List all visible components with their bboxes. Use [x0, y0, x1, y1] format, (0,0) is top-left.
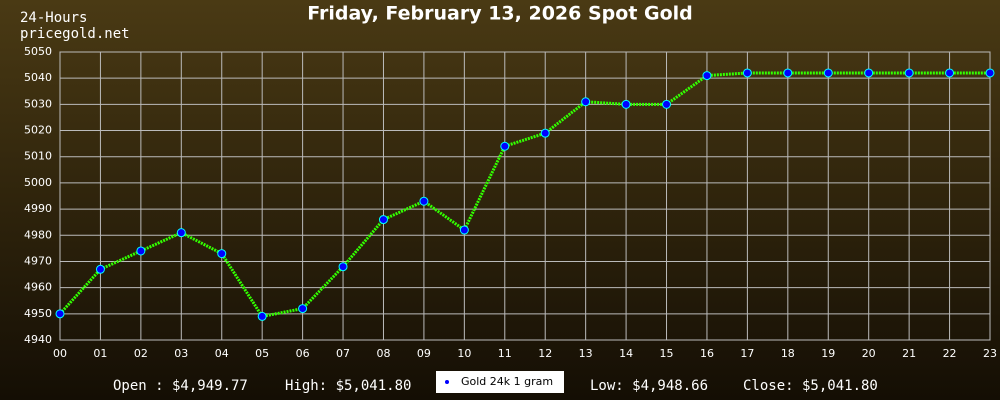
y-tick-label: 5010 [24, 150, 52, 163]
x-tick-label: 12 [538, 347, 552, 360]
x-tick-label: 23 [983, 347, 997, 360]
y-tick-label: 4980 [24, 228, 52, 241]
x-tick-label: 05 [255, 347, 269, 360]
x-tick-label: 03 [174, 347, 188, 360]
x-tick-label: 08 [376, 347, 390, 360]
data-point [217, 249, 227, 259]
stat-label: Low: $4,948.66 [590, 378, 708, 394]
y-tick-label: 5030 [24, 97, 52, 110]
data-point [702, 71, 712, 81]
data-point [419, 196, 429, 206]
x-tick-label: 00 [53, 347, 67, 360]
y-tick-label: 5050 [24, 45, 52, 58]
stat-label: High: $5,041.80 [285, 378, 411, 394]
data-point [945, 68, 955, 78]
chart-title: Friday, February 13, 2026 Spot Gold [307, 3, 693, 25]
data-point [257, 311, 267, 321]
stat-label: Close: $5,041.80 [743, 378, 878, 394]
series-line [58, 71, 990, 319]
data-point [540, 128, 550, 138]
header-label: 24-Hours [20, 10, 87, 26]
y-tick-label: 4970 [24, 254, 52, 267]
data-point [985, 68, 995, 78]
data-point [298, 304, 308, 314]
x-tick-label: 15 [660, 347, 674, 360]
x-tick-label: 09 [417, 347, 431, 360]
x-tick-label: 20 [862, 347, 876, 360]
x-tick-label: 11 [498, 347, 512, 360]
data-point [95, 264, 105, 274]
data-point [581, 97, 591, 107]
x-tick-label: 19 [821, 347, 835, 360]
y-tick-label: 4960 [24, 281, 52, 294]
data-point [459, 225, 469, 235]
legend-label: Gold 24k 1 gram [461, 375, 553, 388]
data-point [176, 228, 186, 238]
data-point [904, 68, 914, 78]
x-tick-label: 04 [215, 347, 229, 360]
y-tick-label: 5000 [24, 176, 52, 189]
data-point [864, 68, 874, 78]
x-tick-label: 21 [902, 347, 916, 360]
x-tick-label: 01 [93, 347, 107, 360]
x-tick-label: 18 [781, 347, 795, 360]
x-tick-label: 13 [579, 347, 593, 360]
y-tick-label: 4940 [24, 333, 52, 346]
data-point [783, 68, 793, 78]
data-point [621, 99, 631, 109]
y-tick-label: 4950 [24, 307, 52, 320]
x-tick-label: 14 [619, 347, 633, 360]
data-point [338, 262, 348, 272]
x-tick-label: 06 [296, 347, 310, 360]
x-tick-label: 02 [134, 347, 148, 360]
legend-marker [445, 380, 449, 384]
x-tick-label: 10 [457, 347, 471, 360]
stat-label: Open : $4,949.77 [113, 378, 248, 394]
data-point [662, 99, 672, 109]
header-label: pricegold.net [20, 26, 130, 42]
y-tick-label: 4990 [24, 202, 52, 215]
legend-box [436, 371, 564, 393]
x-tick-label: 16 [700, 347, 714, 360]
data-point [378, 215, 388, 225]
data-point [823, 68, 833, 78]
data-point [500, 141, 510, 151]
y-tick-label: 5020 [24, 124, 52, 137]
data-point [136, 246, 146, 256]
x-tick-label: 22 [943, 347, 957, 360]
data-point [742, 68, 752, 78]
x-tick-label: 07 [336, 347, 350, 360]
x-tick-label: 17 [740, 347, 754, 360]
data-point [55, 309, 65, 319]
y-tick-label: 5040 [24, 71, 52, 84]
